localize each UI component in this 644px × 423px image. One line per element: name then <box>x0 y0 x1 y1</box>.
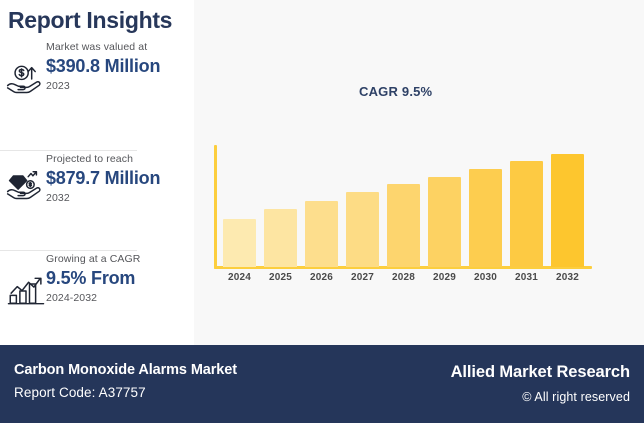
bar-2030 <box>469 169 502 267</box>
brand-name: Allied Market Research <box>450 363 630 381</box>
bar-2029 <box>428 177 461 267</box>
x-axis-label-2030: 2030 <box>473 272 498 283</box>
hand-diamond-coin-icon <box>5 164 47 206</box>
x-axis-label-2024: 2024 <box>227 272 252 283</box>
bar-2028 <box>387 184 420 267</box>
stat-label: Projected to reach <box>46 153 134 165</box>
stat-block-market-value: Market was valued at $390.8 Million 2023 <box>0 40 194 150</box>
x-axis-label-2027: 2027 <box>350 272 375 283</box>
bar-2031 <box>510 161 543 267</box>
report-title: Carbon Monoxide Alarms Market <box>14 362 237 378</box>
stat-label: Growing at a CAGR <box>46 253 141 265</box>
stat-block-cagr: Growing at a CAGR 9.5% From 2024-2032 <box>0 252 194 345</box>
x-axis-label-2026: 2026 <box>309 272 334 283</box>
stat-divider-1 <box>0 150 137 151</box>
x-axis-label-2029: 2029 <box>432 272 457 283</box>
stat-sub: 2024-2032 <box>46 292 98 304</box>
stat-text-market-value: Market was valued at $390.8 Million 2023 <box>46 40 192 94</box>
stat-value: 9.5% From <box>46 268 136 288</box>
y-axis-line <box>214 145 217 269</box>
x-axis-line <box>214 266 592 269</box>
page-title: Report Insights <box>8 7 173 33</box>
stat-sub: 2023 <box>46 80 70 92</box>
bar-2026 <box>305 201 338 267</box>
bar-chart: 2024 2025 2026 2027 2028 2029 2030 2031 2032 <box>194 0 644 345</box>
bar-2032 <box>551 154 584 267</box>
report-code: Report Code: A37757 <box>14 385 146 400</box>
x-axis-label-2028: 2028 <box>391 272 416 283</box>
insights-panel: Report Insights Market was valued at <box>0 0 194 345</box>
stat-divider-2 <box>0 250 137 251</box>
stat-block-projected-value: Projected to reach $879.7 Million 2032 <box>0 152 194 250</box>
hand-coin-growth-icon <box>5 58 47 100</box>
footer-left-group: Carbon Monoxide Alarms Market Report Cod… <box>14 360 237 403</box>
copyright-notice: © All right reserved <box>522 390 630 404</box>
bar-chart-arrow-icon <box>5 270 47 312</box>
stat-value: $390.8 Million <box>46 56 161 76</box>
stat-text-projected-value: Projected to reach $879.7 Million 2032 <box>46 152 192 206</box>
stat-label: Market was valued at <box>46 41 148 53</box>
bar-2025 <box>264 209 297 267</box>
cagr-annotation: CAGR 9.5% <box>359 84 433 99</box>
footer-bar: Carbon Monoxide Alarms Market Report Cod… <box>0 345 644 423</box>
chart-panel: CAGR 9.5% 2024 2025 2026 2027 2028 2029 2030 20… <box>194 0 644 345</box>
stat-sub: 2032 <box>46 192 70 204</box>
x-axis-label-2031: 2031 <box>514 272 539 283</box>
stat-value: $879.7 Million <box>46 168 161 188</box>
bar-2027 <box>346 192 379 267</box>
footer-right-group: Allied Market Research © All right reser… <box>451 361 630 407</box>
x-axis-label-2025: 2025 <box>268 272 293 283</box>
x-axis-label-2032: 2032 <box>555 272 580 283</box>
bar-2024 <box>223 219 256 267</box>
stat-text-cagr: Growing at a CAGR 9.5% From 2024-2032 <box>46 252 192 306</box>
